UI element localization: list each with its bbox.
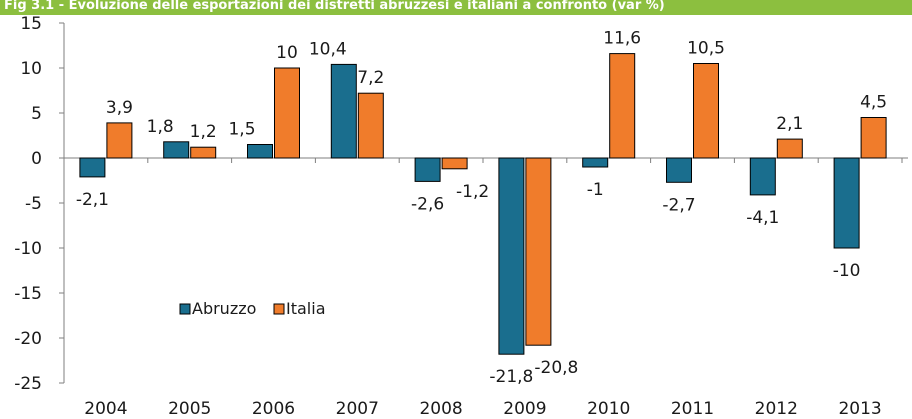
data-label-abruzzo-2013: -10	[833, 261, 861, 281]
x-tick-label: 2008	[419, 399, 462, 419]
x-tick-label: 2005	[168, 399, 211, 419]
bar-italia-2007	[357, 92, 384, 159]
bars	[79, 53, 887, 355]
legend-label-italia: Italia	[286, 299, 326, 318]
bar-abruzzo-2012	[749, 157, 776, 196]
bar-italia-2011	[693, 63, 719, 159]
data-label-abruzzo-2005: 1,8	[147, 117, 174, 137]
bar-abruzzo-2007	[330, 63, 357, 159]
chart-title: Fig 3.1 - Evoluzione delle esportazioni …	[0, 0, 912, 15]
bar-abruzzo-2009	[498, 157, 525, 355]
y-tick-label: -25	[14, 374, 42, 394]
bar-italia-2013	[860, 117, 887, 159]
bar-italia-2008	[441, 157, 468, 170]
y-tick-label: -10	[14, 239, 42, 259]
data-label-italia-2010: 11,6	[603, 29, 641, 49]
y-tick-label: 5	[31, 104, 42, 124]
data-label-italia-2012: 2,1	[776, 114, 803, 134]
x-tick-label: 2010	[587, 399, 630, 419]
data-label-abruzzo-2010: -1	[587, 180, 604, 200]
bar-italia-2010	[609, 53, 636, 159]
legend-swatch-abruzzo	[179, 303, 191, 315]
data-label-abruzzo-2009: -21,8	[489, 367, 533, 387]
legend-label-abruzzo: Abruzzo	[192, 299, 256, 318]
data-label-abruzzo-2011: -2,7	[662, 195, 695, 215]
data-label-abruzzo-2004: -2,1	[76, 190, 109, 210]
bar-italia-2006	[274, 67, 300, 159]
data-label-italia-2006: 10	[276, 43, 298, 63]
y-tick-label: -15	[14, 284, 42, 304]
x-tick-label: 2013	[838, 399, 881, 419]
legend-swatch-italia	[273, 303, 285, 315]
data-labels: -2,13,91,8 1,2 1,510 10,47,2-2,6-1,2-21,8 -2…	[76, 29, 887, 388]
y-tick-label: 15	[20, 14, 42, 34]
x-tick-label: 2004	[84, 399, 127, 419]
x-tick-label: 2012	[755, 399, 798, 419]
y-tick-label: 10	[20, 59, 42, 79]
data-label-italia-2007: 7,2	[357, 68, 384, 88]
data-label-italia-2008: -1,2	[456, 182, 489, 202]
bar-abruzzo-2010	[582, 157, 609, 168]
bar-abruzzo-2005	[163, 141, 190, 159]
data-label-italia-2011: 10,5	[687, 39, 725, 59]
x-tick-label: 2011	[671, 399, 714, 419]
data-label-abruzzo-2008: -2,6	[411, 194, 444, 214]
y-tick-label: 0	[31, 149, 42, 169]
x-tick-label: 2009	[503, 399, 546, 419]
bar-italia-2009	[525, 157, 552, 346]
data-label-italia-2005: 1,2	[190, 122, 217, 142]
data-label-abruzzo-2006: 1,5	[228, 120, 255, 140]
data-label-italia-2013: 4,5	[860, 93, 887, 113]
x-tick-label: 2006	[252, 399, 295, 419]
bar-italia-2012	[776, 138, 803, 159]
bar-abruzzo-2006	[247, 144, 273, 159]
bar-abruzzo-2004	[79, 157, 106, 178]
y-tick-label: -5	[25, 194, 42, 214]
data-label-italia-2004: 3,9	[106, 98, 133, 118]
data-label-abruzzo-2007: 10,4	[309, 39, 347, 59]
bar-abruzzo-2011	[666, 157, 692, 183]
bar-italia-2005	[190, 146, 217, 159]
bar-abruzzo-2008	[414, 157, 441, 182]
axes: 15 10 5 0 -5 -10 -15 -20 -25 2004 2005 2006 2007 2008…	[14, 14, 908, 419]
data-label-italia-2009: -20,8	[534, 358, 578, 378]
data-label-abruzzo-2012: -4,1	[746, 208, 779, 228]
y-tick-label: -20	[14, 329, 42, 349]
x-tick-label: 2007	[336, 399, 379, 419]
bar-italia-2004	[106, 122, 133, 159]
legend: Abruzzo Italia	[179, 299, 326, 318]
bar-abruzzo-2013	[833, 157, 860, 249]
